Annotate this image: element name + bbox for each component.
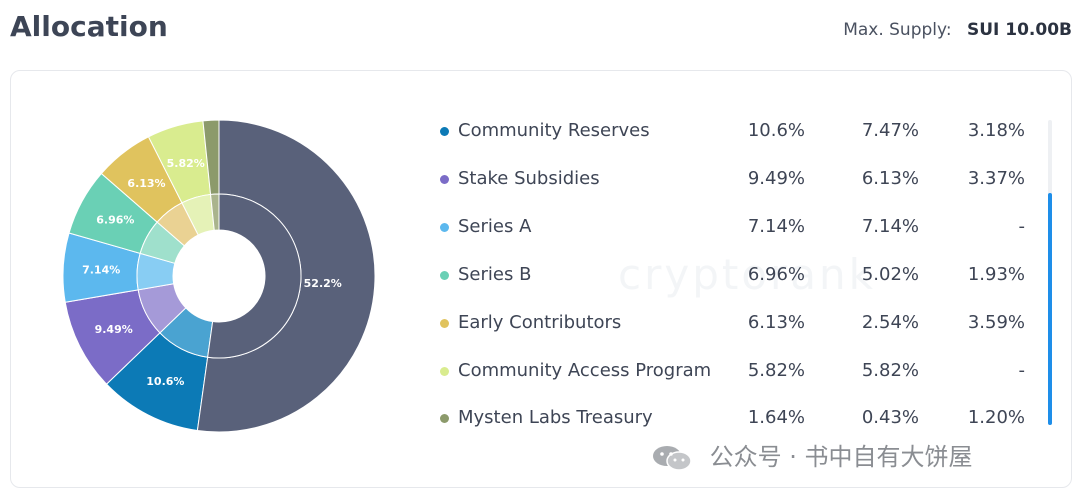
row-col1: 1.64% (747, 407, 805, 428)
legend-dot (440, 271, 449, 280)
max-supply-label: Max. Supply: (843, 20, 952, 40)
row-col1: 9.49% (747, 168, 805, 189)
row-col3: 3.59% (967, 312, 1025, 333)
legend-dot (440, 175, 449, 184)
pie-slice-label: 52.2% (304, 277, 342, 290)
pie-slice-label: 9.49% (95, 323, 133, 336)
pie-slice-label: 7.14% (82, 264, 120, 277)
row-col1: 10.6% (747, 120, 805, 141)
pie-slice-label: 6.13% (127, 177, 165, 190)
allocation-donut-chart: 10.6% 9.49% 7.14% 6.96% 6.13%5.82% 52.2% (62, 119, 376, 433)
wechat-watermark: 公众号 · 书中自有大饼屋 (652, 437, 973, 472)
max-supply: Max. Supply: SUI 10.00B (843, 20, 1072, 40)
row-name: Mysten Labs Treasury (458, 407, 653, 428)
legend-dot (440, 367, 449, 376)
row-col1: 6.13% (747, 312, 805, 333)
pie-slice-label: 5.82% (167, 157, 205, 170)
row-col1: 6.96% (747, 264, 805, 285)
row-name: Series A (458, 216, 532, 237)
legend-dot (440, 414, 449, 423)
table-row[interactable]: Series B 6.96% 5.02% 1.93% (440, 262, 1040, 290)
row-col2: 7.47% (861, 120, 919, 141)
wechat-icon (652, 445, 692, 471)
row-col1: 5.82% (747, 360, 805, 381)
legend-dot (440, 127, 449, 136)
row-name: Stake Subsidies (458, 168, 600, 189)
table-row[interactable]: Community Access Program 5.82% 5.82% - (440, 358, 1040, 386)
row-col2: 0.43% (861, 407, 919, 428)
row-col2: 2.54% (861, 312, 919, 333)
row-col2: 6.13% (861, 168, 919, 189)
scrollbar-thumb[interactable] (1048, 193, 1052, 425)
row-name: Community Access Program (458, 360, 712, 381)
table-row[interactable]: Early Contributors 6.13% 2.54% 3.59% (440, 310, 1040, 338)
table-row[interactable]: Mysten Labs Treasury 1.64% 0.43% 1.20% (440, 405, 1040, 433)
row-col3: 3.37% (967, 168, 1025, 189)
row-name: Early Contributors (458, 312, 622, 333)
table-row[interactable]: Series A 7.14% 7.14% - (440, 214, 1040, 242)
row-col2: 5.02% (861, 264, 919, 285)
row-name: Community Reserves (458, 120, 650, 141)
row-col2: 5.82% (861, 360, 919, 381)
watermark: cryptorank (618, 250, 876, 299)
row-col3: - (1018, 360, 1026, 381)
row-col3: 1.20% (967, 407, 1025, 428)
table-row[interactable]: Community Reserves 10.6% 7.47% 3.18% (440, 118, 1040, 146)
row-col3: - (1018, 216, 1026, 237)
legend-dot (440, 223, 449, 232)
pie-slice-label: 6.96% (96, 214, 134, 227)
wechat-text: 公众号 · 书中自有大饼屋 (709, 443, 973, 471)
row-col3: 1.93% (967, 264, 1025, 285)
table-row[interactable]: Stake Subsidies 9.49% 6.13% 3.37% (440, 166, 1040, 194)
row-col1: 7.14% (747, 216, 805, 237)
legend-dot (440, 319, 449, 328)
donut-hole (173, 230, 265, 322)
max-supply-value: SUI 10.00B (966, 20, 1072, 40)
row-col2: 7.14% (861, 216, 919, 237)
row-name: Series B (458, 264, 532, 285)
page-title: Allocation (10, 10, 168, 43)
row-col3: 3.18% (967, 120, 1025, 141)
pie-slice-label: 10.6% (146, 375, 184, 388)
